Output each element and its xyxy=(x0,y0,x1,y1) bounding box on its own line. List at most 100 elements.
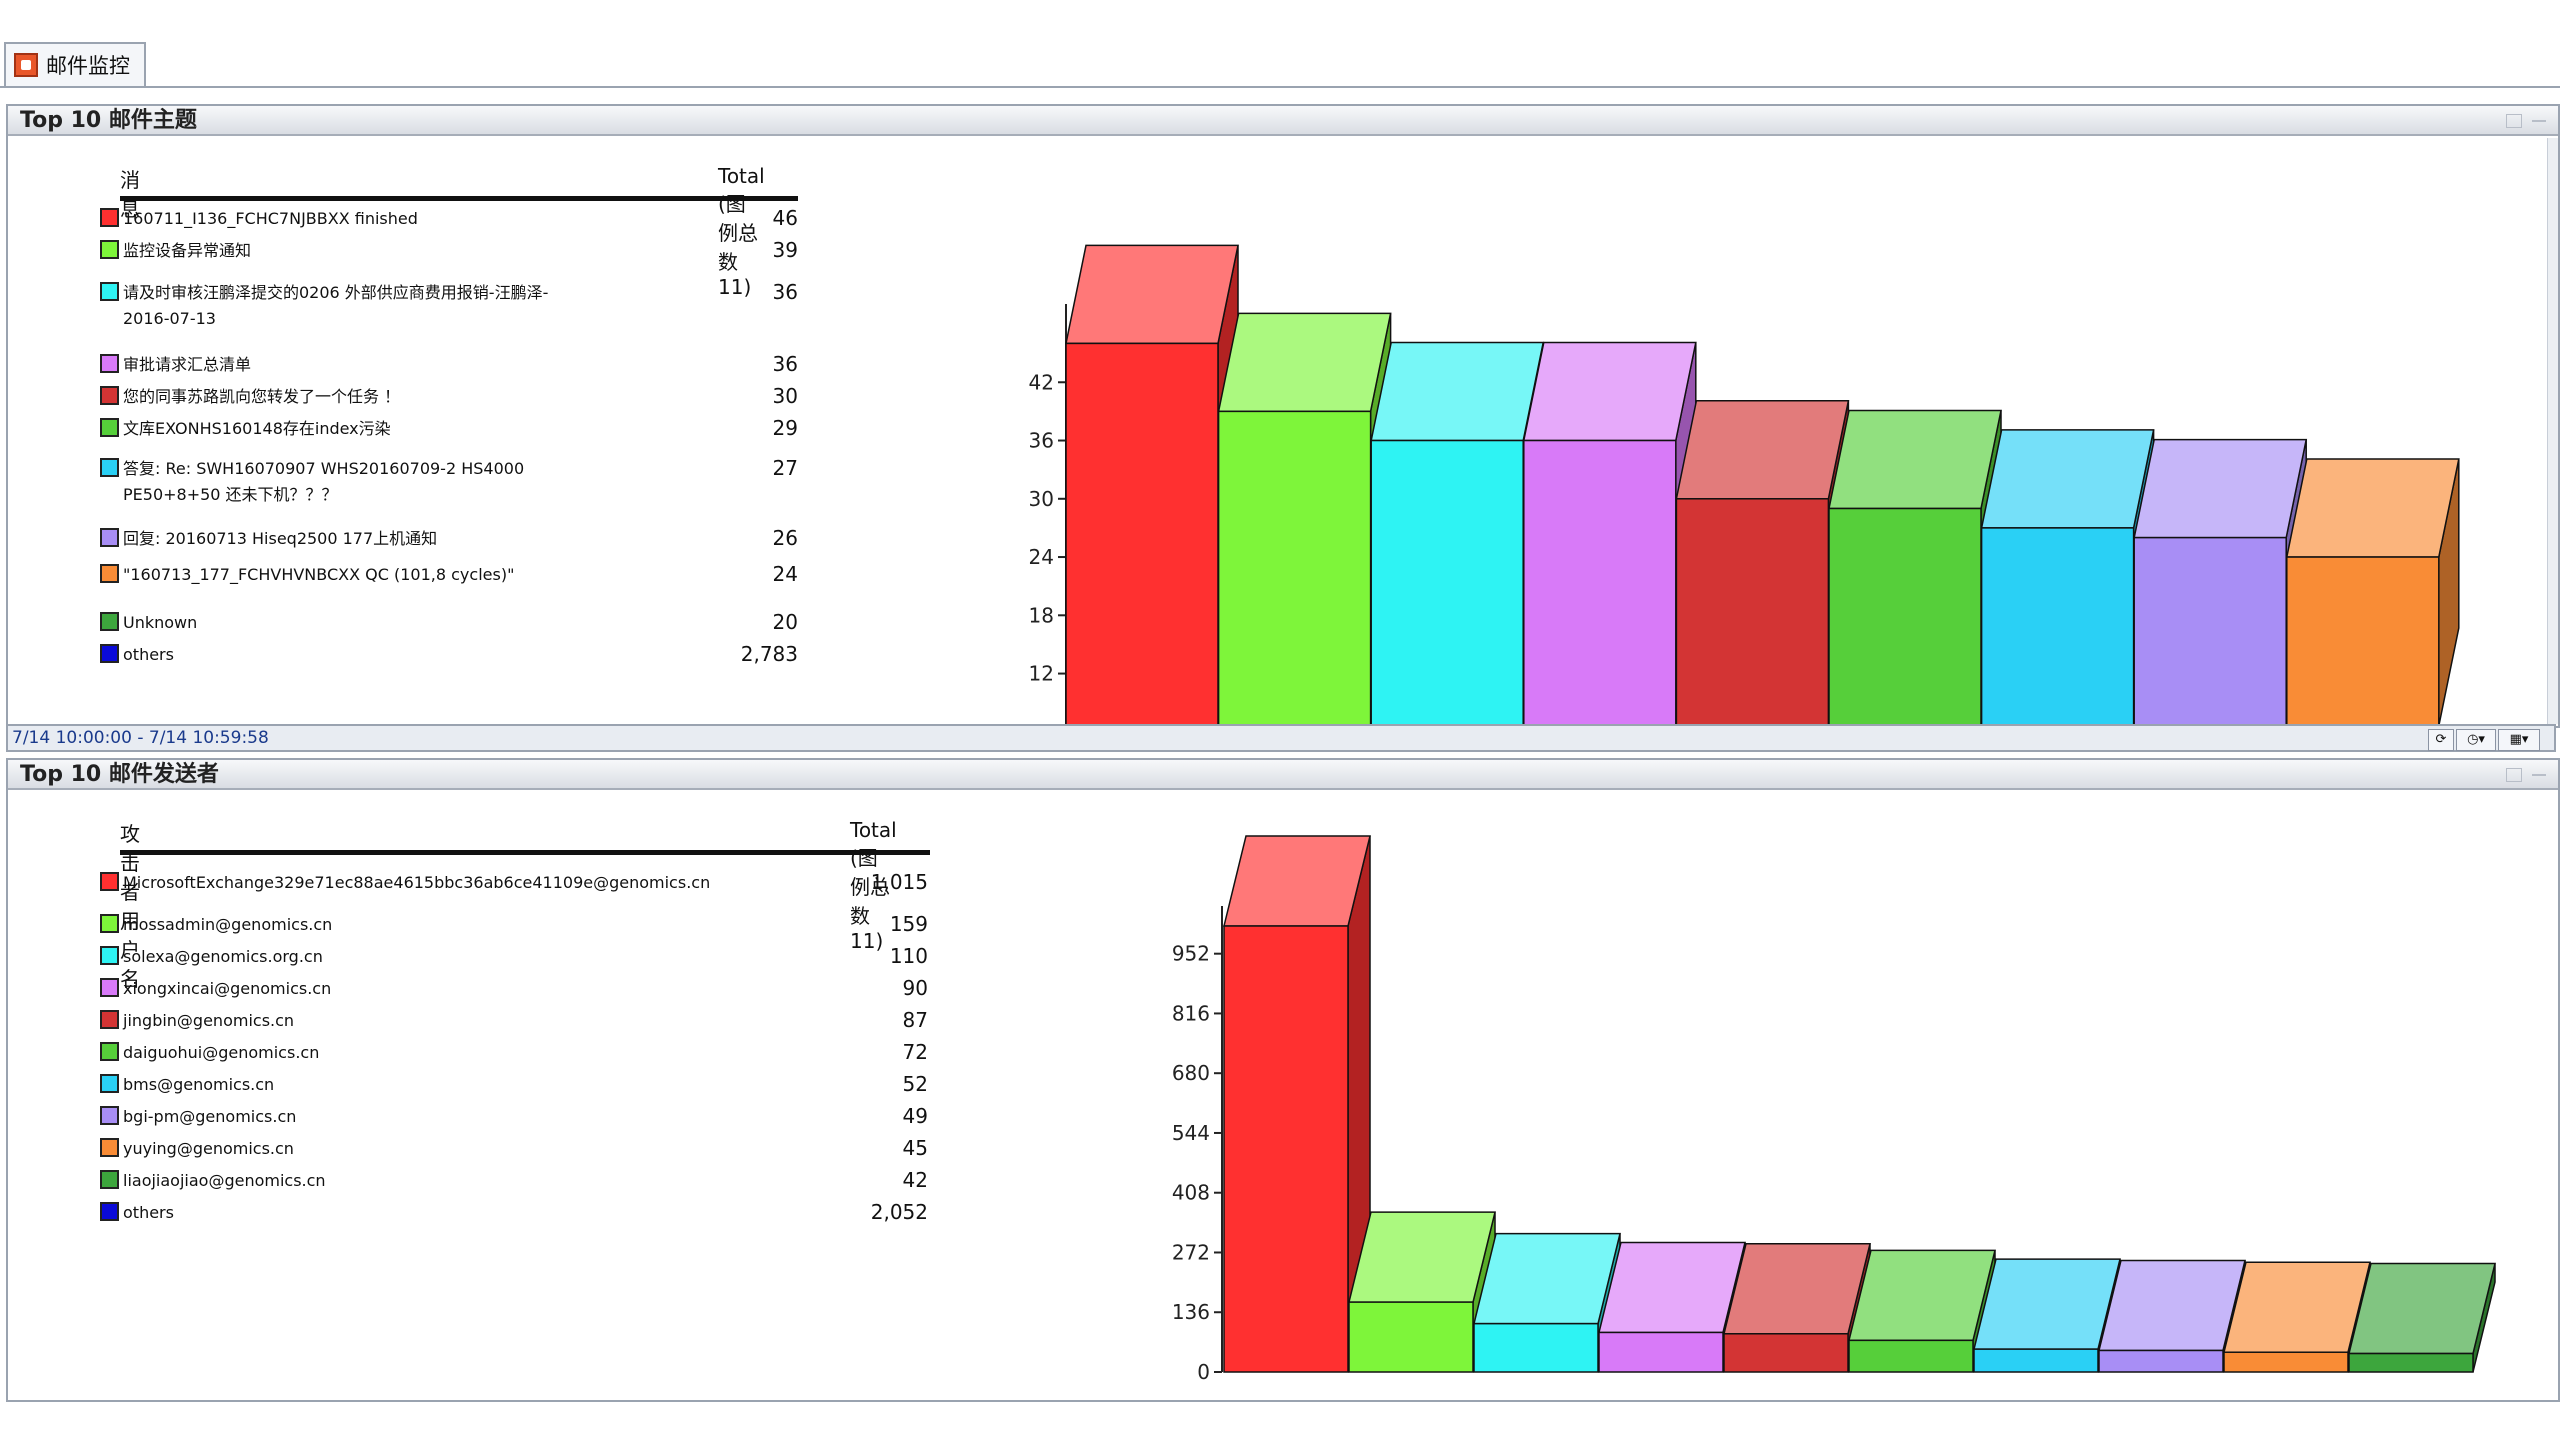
legend-value: 2,783 xyxy=(740,642,798,666)
legend-item[interactable]: 回复: 20160713 Hiseq2500 177上机通知 xyxy=(100,526,437,552)
legend-item[interactable]: solexa@genomics.org.cn xyxy=(100,944,323,970)
legend-item[interactable]: others xyxy=(100,642,174,668)
y-tick-label: 816 xyxy=(1172,1001,1210,1025)
bar[interactable] xyxy=(2223,1261,2371,1373)
legend-item[interactable]: yuying@genomics.cn xyxy=(100,1136,294,1162)
legend-item[interactable]: 审批请求汇总清单 xyxy=(100,352,251,378)
legend-value: 159 xyxy=(889,912,928,936)
legend-item[interactable]: 请及时审核汪鹏泽提交的0206 外部供应商费用报销-汪鹏泽- 2016-07-1… xyxy=(100,280,548,332)
legend-value: 39 xyxy=(772,238,798,262)
bar-top xyxy=(1473,1232,1621,1325)
legend-swatch xyxy=(100,946,119,965)
bar[interactable] xyxy=(1723,1243,1871,1373)
refresh-icon[interactable]: ⟳ xyxy=(2428,729,2454,751)
legend-item[interactable]: MicrosoftExchange329e71ec88ae4615bbc36ab… xyxy=(100,870,710,896)
bar-front xyxy=(2348,1352,2474,1373)
bar[interactable] xyxy=(1973,1258,2121,1373)
legend-value: 20 xyxy=(772,610,798,634)
legend-label: Unknown xyxy=(123,613,198,632)
bar[interactable] xyxy=(1473,1232,1621,1373)
legend-value: 90 xyxy=(902,976,928,1000)
bar-top xyxy=(1848,1249,1996,1342)
legend-value: 1,015 xyxy=(870,870,928,894)
legend-swatch xyxy=(100,354,119,373)
time-range-bar: 7/14 10:00:00 - 7/14 10:59:58 ⟳ ◷▾ ▦▾ xyxy=(6,724,2556,752)
bar-top xyxy=(1598,1241,1746,1334)
legend-value: 30 xyxy=(772,384,798,408)
legend-label: yuying@genomics.cn xyxy=(123,1139,294,1158)
legend-item[interactable]: 监控设备异常通知 xyxy=(100,238,251,264)
bar-top xyxy=(1828,409,2002,510)
legend-item[interactable]: 160711_I136_FCHC7NJBBXX finished xyxy=(100,206,418,232)
legend-label: jingbin@genomics.cn xyxy=(123,1011,295,1030)
bar[interactable] xyxy=(1598,1241,1746,1373)
layout-dropdown-icon[interactable]: ▦▾ xyxy=(2498,729,2540,751)
restore-icon[interactable] xyxy=(2506,768,2522,782)
legend-value: 2,052 xyxy=(870,1200,928,1224)
legend-value: 45 xyxy=(902,1136,928,1160)
panel-top-subjects: Top 10 邮件主题 消息 Total (图例总数 11) 160711_I1… xyxy=(6,104,2560,728)
tab-mail-monitor[interactable]: 邮件监控 xyxy=(4,42,146,86)
bar[interactable] xyxy=(1065,244,1239,726)
bar[interactable] xyxy=(2348,1262,2496,1373)
legend-swatch xyxy=(100,386,119,405)
bar[interactable] xyxy=(1848,1249,1996,1373)
legend-swatch xyxy=(100,1074,119,1093)
bar[interactable] xyxy=(1522,341,1697,726)
bar-front xyxy=(1675,498,1830,726)
bar-front xyxy=(2286,556,2440,726)
y-tick-label: 36 xyxy=(1029,429,1054,453)
legend-item[interactable]: mossadmin@genomics.cn xyxy=(100,912,332,938)
bar[interactable] xyxy=(2098,1259,2246,1373)
y-tick-label: 0 xyxy=(1197,1360,1210,1384)
legend-item[interactable]: "160713_177_FCHVHVNBCXX QC (101,8 cycles… xyxy=(100,562,514,588)
bar-top xyxy=(1370,341,1545,442)
legend-swatch xyxy=(100,914,119,933)
bar-front xyxy=(1217,410,1372,726)
bar[interactable] xyxy=(2133,438,2308,726)
legend-item[interactable]: 文库EXONHS160148存在index污染 xyxy=(100,416,391,442)
bar[interactable] xyxy=(1675,400,1850,726)
legend-value: 42 xyxy=(902,1168,928,1192)
legend-value: 29 xyxy=(772,416,798,440)
minimize-icon[interactable] xyxy=(2532,768,2546,776)
legend-label: "160713_177_FCHVHVNBCXX QC (101,8 cycles… xyxy=(123,565,515,584)
y-tick-label: 952 xyxy=(1172,942,1210,966)
legend-item[interactable]: Unknown xyxy=(100,610,197,636)
tab-label: 邮件监控 xyxy=(46,54,130,78)
legend-item[interactable]: daiguohui@genomics.cn xyxy=(100,1040,319,1066)
legend-header-rule xyxy=(120,196,798,201)
legend-item[interactable]: jingbin@genomics.cn xyxy=(100,1008,294,1034)
legend-swatch xyxy=(100,1138,119,1157)
bar-top xyxy=(1223,835,1371,927)
clock-dropdown-icon[interactable]: ◷▾ xyxy=(2456,729,2496,751)
bar[interactable] xyxy=(1223,835,1371,1373)
legend-value: 24 xyxy=(772,562,798,586)
bar-top xyxy=(1348,1211,1496,1303)
legend-item[interactable]: bms@genomics.cn xyxy=(100,1072,274,1098)
legend-swatch xyxy=(100,644,119,663)
bar-top xyxy=(1522,341,1697,442)
legend-item[interactable]: others xyxy=(100,1200,174,1226)
bar[interactable] xyxy=(1980,429,2155,726)
panel-bottom-senders: Top 10 邮件发送者 攻击者用户名 Total (图例总数 11) Micr… xyxy=(6,758,2560,1402)
legend-label: 答复: Re: SWH16070907 WHS20160709-2 HS4000… xyxy=(123,459,525,504)
vertical-scrollbar[interactable] xyxy=(2547,138,2558,724)
legend-item[interactable]: 您的同事苏路凯向您转发了一个任务 ！ xyxy=(100,384,400,410)
legend-swatch xyxy=(100,872,119,891)
legend-item[interactable]: 答复: Re: SWH16070907 WHS20160709-2 HS4000… xyxy=(100,456,524,508)
legend-item[interactable]: xiongxincai@genomics.cn xyxy=(100,976,331,1002)
legend-label: xiongxincai@genomics.cn xyxy=(123,979,332,998)
bar[interactable] xyxy=(1217,312,1392,726)
bar[interactable] xyxy=(1348,1211,1496,1373)
restore-icon[interactable] xyxy=(2506,114,2522,128)
bar[interactable] xyxy=(2285,458,2460,726)
bar-front xyxy=(1723,1333,1849,1373)
bar[interactable] xyxy=(1370,341,1545,726)
legend-item[interactable]: liaojiaojiao@genomics.cn xyxy=(100,1168,326,1194)
minimize-icon[interactable] xyxy=(2532,114,2546,122)
y-tick-label: 136 xyxy=(1172,1300,1210,1324)
bar[interactable] xyxy=(1828,409,2002,726)
legend-item[interactable]: bgi-pm@genomics.cn xyxy=(100,1104,296,1130)
legend-label: others xyxy=(123,645,174,664)
